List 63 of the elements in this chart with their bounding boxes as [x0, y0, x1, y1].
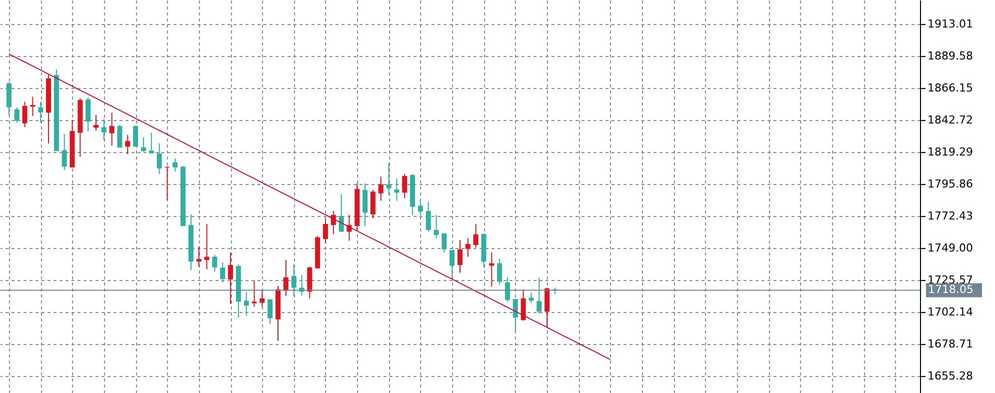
candlestick	[544, 287, 550, 328]
candlestick	[125, 134, 130, 155]
candlestick	[164, 166, 170, 201]
candlestick	[109, 112, 114, 146]
candlestick	[14, 106, 20, 124]
candlestick	[528, 292, 534, 304]
candlestick	[402, 173, 408, 199]
candlestick	[512, 298, 518, 332]
candlestick	[386, 162, 392, 196]
candlestick	[418, 200, 423, 216]
candlestick	[172, 158, 178, 172]
candlestick	[156, 142, 162, 174]
candlestick	[442, 232, 447, 254]
candlestick	[196, 246, 202, 268]
candlestick	[378, 176, 384, 202]
candlestick	[22, 101, 28, 128]
candlestick	[283, 259, 288, 297]
y-tick-label: 1819.29	[928, 145, 973, 158]
candlestick	[140, 136, 146, 152]
candlestick	[268, 298, 273, 325]
y-tick-label: 1702.14	[928, 305, 973, 318]
y-tick-label: 1889.58	[928, 50, 973, 63]
candlestick	[434, 214, 439, 239]
candlestick	[30, 96, 36, 117]
candlestick	[204, 223, 210, 270]
candlestick	[228, 252, 234, 304]
candlestick	[62, 133, 67, 171]
candlestick	[394, 178, 400, 202]
y-tick-label: 1842.72	[928, 114, 973, 127]
candlestick	[362, 182, 368, 226]
candlestick	[450, 250, 455, 280]
y-tick-label: 1678.71	[928, 337, 973, 350]
candlestick	[504, 277, 510, 302]
candlestick	[38, 101, 44, 124]
candlestick	[473, 223, 478, 248]
candlestick	[86, 96, 91, 132]
candlestick	[212, 254, 218, 272]
y-tick-label: 1866.15	[928, 82, 973, 95]
candlestick	[117, 124, 122, 148]
y-tick-label: 1749.00	[928, 241, 973, 254]
candlestick	[260, 290, 265, 308]
candlestick	[133, 126, 138, 148]
y-tick-label: 1913.01	[928, 18, 973, 31]
candlestick	[458, 240, 462, 274]
candlestick	[338, 194, 344, 232]
y-tick-label: 1772.43	[928, 209, 973, 222]
candlestick	[291, 264, 296, 297]
candlestick	[426, 201, 431, 232]
candlestick	[252, 280, 257, 308]
line-series	[8, 54, 611, 360]
candlestick	[465, 238, 470, 258]
candlestick	[148, 132, 154, 154]
candlestick	[94, 114, 98, 132]
candlestick	[520, 288, 526, 322]
candlestick	[322, 218, 328, 244]
candlestick	[244, 291, 249, 316]
candlestick	[220, 262, 226, 283]
candlestick	[536, 277, 542, 314]
y-tick-label: 1655.28	[928, 369, 973, 382]
candlestick	[497, 258, 502, 286]
candlestick	[101, 118, 106, 140]
y-tick-label: 1795.86	[928, 177, 973, 190]
candlestick	[370, 189, 376, 219]
